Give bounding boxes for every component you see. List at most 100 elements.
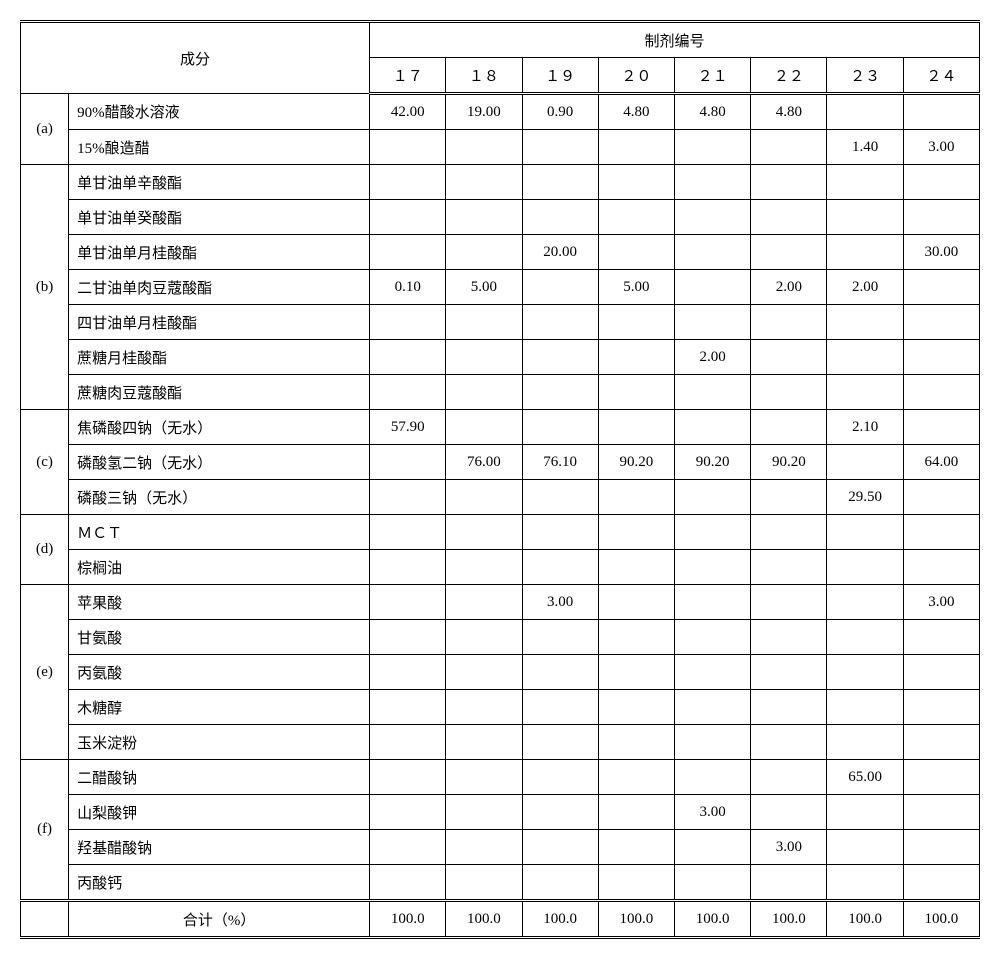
value-cell	[370, 550, 446, 585]
value-cell	[370, 795, 446, 830]
value-cell	[827, 585, 903, 620]
value-cell	[370, 200, 446, 235]
value-cell	[675, 375, 751, 410]
value-cell: 1.40	[827, 130, 903, 165]
value-cell	[522, 690, 598, 725]
value-cell: 0.90	[522, 94, 598, 130]
value-cell: 2.00	[827, 270, 903, 305]
total-v-0: 100.0	[370, 901, 446, 938]
value-cell	[903, 830, 979, 865]
value-cell	[827, 725, 903, 760]
total-v-7: 100.0	[903, 901, 979, 938]
value-cell	[903, 620, 979, 655]
ingredient-name: 单甘油单月桂酸酯	[69, 235, 370, 270]
table-row: (a)90%醋酸水溶液42.0019.000.904.804.804.80	[21, 94, 980, 130]
total-v-6: 100.0	[827, 901, 903, 938]
value-cell: 0.10	[370, 270, 446, 305]
value-cell	[675, 725, 751, 760]
value-cell	[522, 620, 598, 655]
col-21: ２１	[675, 58, 751, 94]
value-cell	[751, 585, 827, 620]
value-cell	[522, 830, 598, 865]
value-cell	[446, 480, 522, 515]
value-cell	[446, 760, 522, 795]
value-cell	[675, 620, 751, 655]
value-cell	[827, 305, 903, 340]
value-cell	[903, 550, 979, 585]
value-cell: 2.00	[675, 340, 751, 375]
value-cell	[903, 795, 979, 830]
value-cell	[598, 165, 674, 200]
total-v-2: 100.0	[522, 901, 598, 938]
value-cell	[675, 130, 751, 165]
value-cell	[751, 200, 827, 235]
value-cell	[522, 340, 598, 375]
value-cell	[446, 235, 522, 270]
table-header-row-1: 成分 制剂编号	[21, 22, 980, 58]
value-cell	[522, 550, 598, 585]
value-cell	[751, 795, 827, 830]
value-cell	[827, 550, 903, 585]
table-row: 蔗糖肉豆蔻酸酯	[21, 375, 980, 410]
value-cell	[827, 865, 903, 901]
value-cell	[598, 200, 674, 235]
value-cell	[675, 165, 751, 200]
value-cell	[598, 235, 674, 270]
group-label-b: (b)	[21, 165, 69, 410]
table-row: 羟基醋酸钠3.00	[21, 830, 980, 865]
value-cell	[675, 305, 751, 340]
table-row: 15%酿造醋1.403.00	[21, 130, 980, 165]
value-cell	[522, 375, 598, 410]
value-cell	[522, 655, 598, 690]
value-cell	[751, 655, 827, 690]
total-v-5: 100.0	[751, 901, 827, 938]
ingredient-name: 羟基醋酸钠	[69, 830, 370, 865]
value-cell	[751, 130, 827, 165]
table-row: 蔗糖月桂酸酯2.00	[21, 340, 980, 375]
value-cell	[446, 830, 522, 865]
value-cell: 30.00	[903, 235, 979, 270]
value-cell	[446, 515, 522, 550]
ingredient-name: 玉米淀粉	[69, 725, 370, 760]
total-v-3: 100.0	[598, 901, 674, 938]
value-cell	[751, 620, 827, 655]
value-cell	[522, 865, 598, 901]
value-cell: 19.00	[446, 94, 522, 130]
total-row: 合计（%） 100.0 100.0 100.0 100.0 100.0 100.…	[21, 901, 980, 938]
value-cell	[446, 375, 522, 410]
value-cell	[598, 130, 674, 165]
value-cell: 90.20	[675, 445, 751, 480]
value-cell	[903, 270, 979, 305]
table-row: (e)苹果酸3.003.00	[21, 585, 980, 620]
table-row: 磷酸氢二钠（无水）76.0076.1090.2090.2090.2064.00	[21, 445, 980, 480]
value-cell	[598, 760, 674, 795]
value-cell: 2.00	[751, 270, 827, 305]
value-cell	[522, 130, 598, 165]
value-cell	[751, 410, 827, 445]
table-row: 丙氨酸	[21, 655, 980, 690]
table-row: 单甘油单癸酸酯	[21, 200, 980, 235]
value-cell	[598, 340, 674, 375]
value-cell	[903, 690, 979, 725]
value-cell: 3.00	[522, 585, 598, 620]
value-cell	[446, 795, 522, 830]
value-cell	[522, 200, 598, 235]
value-cell	[370, 830, 446, 865]
value-cell	[370, 480, 446, 515]
value-cell	[446, 655, 522, 690]
value-cell	[598, 550, 674, 585]
group-label-f: (f)	[21, 760, 69, 901]
value-cell	[446, 200, 522, 235]
group-label-a: (a)	[21, 94, 69, 165]
table-row: 木糖醇	[21, 690, 980, 725]
value-cell	[370, 865, 446, 901]
value-cell	[675, 865, 751, 901]
value-cell	[598, 480, 674, 515]
value-cell	[827, 200, 903, 235]
value-cell	[903, 375, 979, 410]
value-cell	[751, 375, 827, 410]
value-cell	[370, 130, 446, 165]
value-cell	[370, 725, 446, 760]
value-cell: 76.10	[522, 445, 598, 480]
header-ingredient: 成分	[21, 22, 370, 94]
